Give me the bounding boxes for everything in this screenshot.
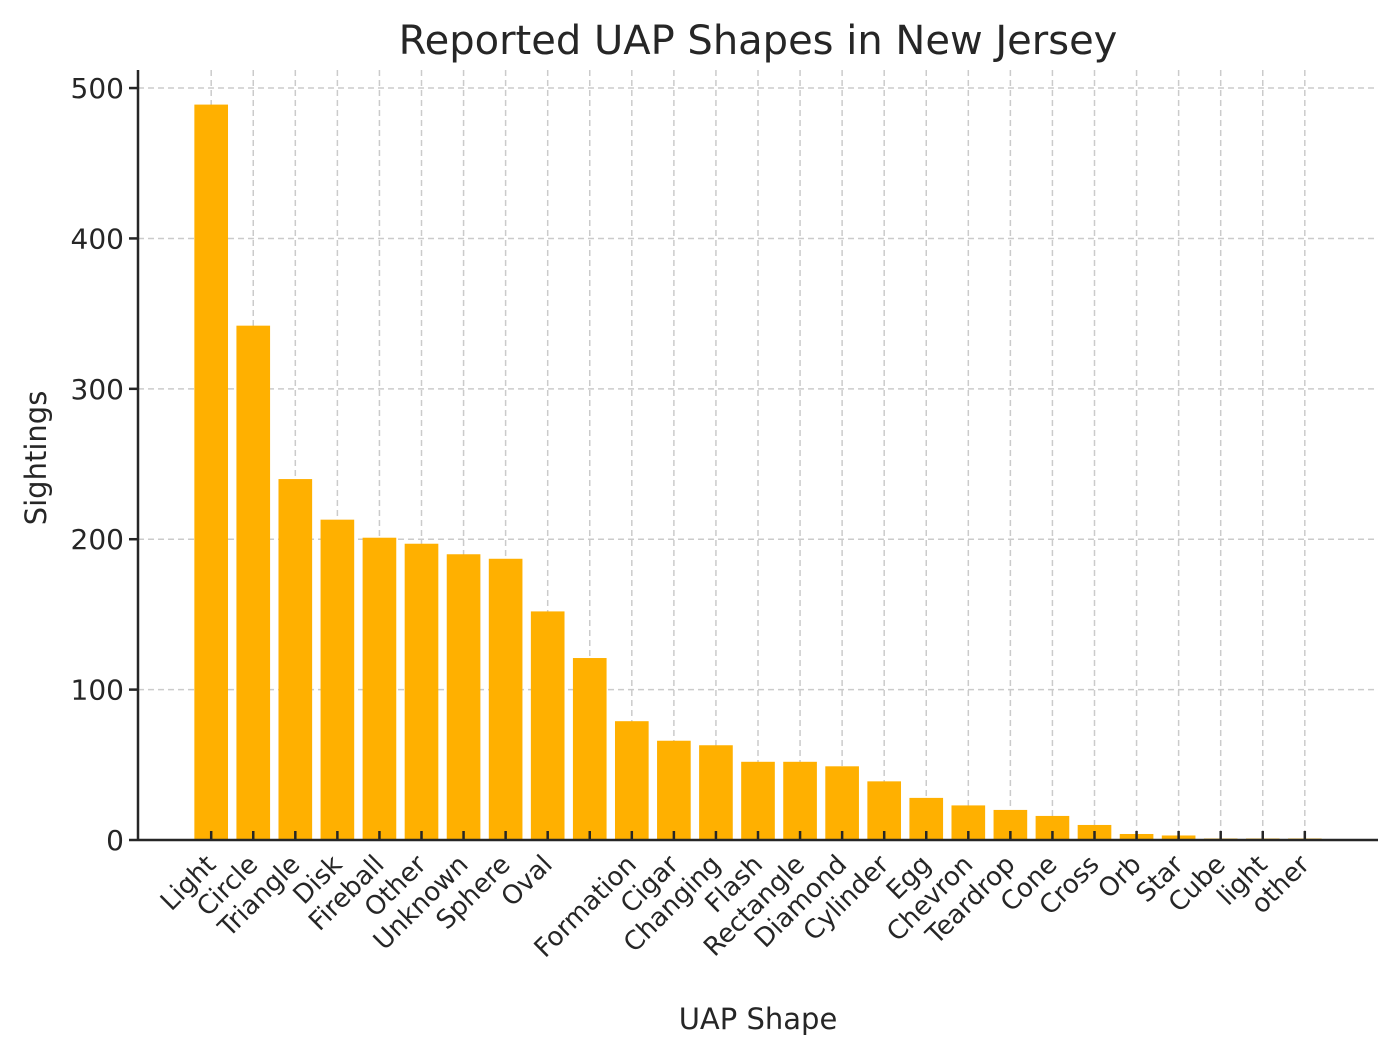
- bars: [194, 104, 1322, 840]
- bar-unknown: [446, 554, 481, 840]
- y-axis-label: Sightings: [19, 391, 53, 526]
- bar-other: [404, 543, 439, 840]
- bar-sphere: [488, 558, 523, 840]
- y-tick-label: 200: [71, 523, 124, 556]
- y-tick-label: 400: [71, 222, 124, 255]
- x-tick-label: Oval: [496, 850, 559, 913]
- chart-title: Reported UAP Shapes in New Jersey: [399, 18, 1118, 64]
- bar-triangle: [278, 479, 313, 840]
- bar-disk: [320, 519, 355, 840]
- x-tick-labels: LightCircleTriangleDiskFireballOtherUnkn…: [155, 831, 1316, 964]
- bar-formation: [614, 721, 649, 840]
- x-axis-label: UAP Shape: [679, 1002, 838, 1036]
- bar-oval: [530, 611, 565, 840]
- bar-diamond: [825, 766, 859, 840]
- y-tick-label: 0: [106, 824, 124, 857]
- bar-light: [194, 104, 229, 840]
- bar-circle: [236, 325, 271, 840]
- y-tick-label: 300: [71, 373, 124, 406]
- bar-fireball: [362, 537, 397, 840]
- y-tick-label: 100: [71, 674, 124, 707]
- bar-rectangle: [783, 761, 817, 840]
- bar-cylinder: [867, 781, 902, 840]
- y-tick-label: 500: [71, 72, 124, 105]
- bar-changing: [699, 745, 733, 840]
- bar-unlabeled: [572, 658, 607, 840]
- bar-cigar: [657, 740, 691, 840]
- y-tick-labels: 0 100 200 300 400 500: [71, 72, 138, 857]
- bar-flash: [741, 761, 775, 840]
